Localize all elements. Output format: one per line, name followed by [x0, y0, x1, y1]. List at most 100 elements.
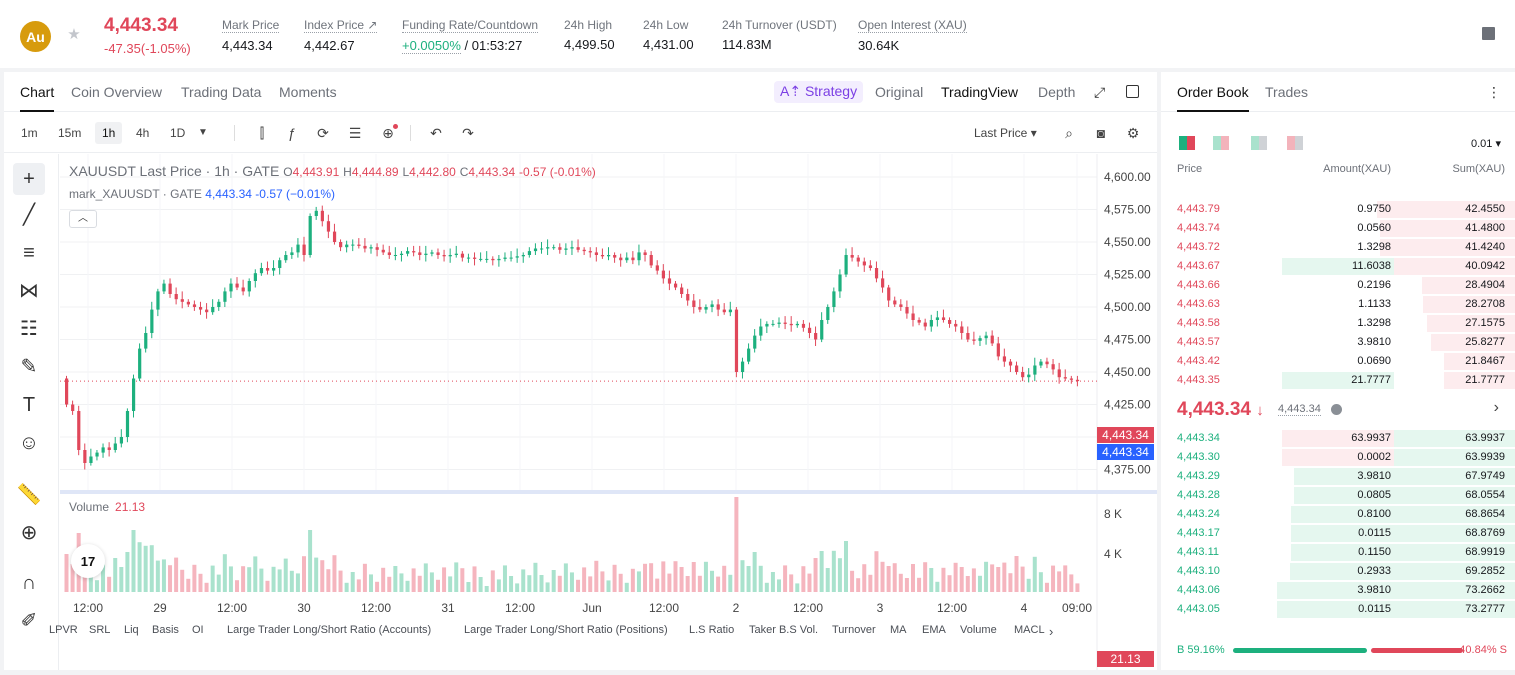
emoji-icon[interactable]: ☺ [18, 432, 40, 454]
ask-row[interactable]: 4,443.58 1.3298 27.1575 [1161, 314, 1515, 333]
bid-row[interactable]: 4,443.11 0.1150 68.9919 [1161, 543, 1515, 562]
ask-row[interactable]: 4,443.74 0.0560 41.4800 [1161, 219, 1515, 238]
more-menu-icon[interactable]: ⋮ [1487, 84, 1501, 100]
volume-bar [235, 580, 240, 592]
ask-row[interactable]: 4,443.67 11.6038 40.0942 [1161, 257, 1515, 276]
brush-icon[interactable]: ✎ [20, 356, 38, 378]
tab-trading-data[interactable]: Trading Data [181, 84, 262, 100]
pencil-icon[interactable]: ✐ [20, 610, 38, 632]
chart-area[interactable]: 4,600.00 4,575.00 4,550.00 4,525.00 4,500.00… [60, 154, 1157, 670]
strategy-button[interactable]: A⇡ Strategy [774, 81, 864, 103]
timeframe-1h[interactable]: 1h [95, 122, 123, 144]
add-indicator-icon[interactable]: ⊕ [382, 125, 394, 141]
view-bids-asks-icon[interactable] [1213, 136, 1229, 150]
settings-gear-icon[interactable]: ⚙ [1126, 125, 1140, 141]
candle-body [399, 253, 404, 255]
bid-row[interactable]: 4,443.34 63.9937 63.9937 [1161, 429, 1515, 448]
trendline-icon[interactable]: ╱ [22, 204, 36, 226]
indicator-oi[interactable]: OI [192, 624, 204, 636]
tab-chart[interactable]: Chart [20, 84, 55, 112]
tab-tradingview[interactable]: TradingView [941, 84, 1019, 100]
text-tool-icon[interactable]: T [22, 394, 36, 416]
indicator-ma[interactable]: MA [890, 624, 907, 636]
search-icon[interactable]: ⌕ [1065, 125, 1073, 141]
indicator-ema[interactable]: EMA [922, 624, 946, 636]
favorite-star-icon[interactable]: ★ [67, 26, 81, 43]
bid-row[interactable]: 4,443.28 0.0805 68.0554 [1161, 486, 1515, 505]
refresh-icon[interactable]: ⟳ [317, 125, 329, 141]
view-bids-icon[interactable] [1251, 136, 1267, 150]
bid-row[interactable]: 4,443.30 0.0002 63.9939 [1161, 448, 1515, 467]
bid-row[interactable]: 4,443.06 3.9810 73.2662 [1161, 581, 1515, 600]
precision-select[interactable]: 0.01 ▾ [1471, 138, 1501, 150]
bid-row[interactable]: 4,443.17 0.0115 68.8769 [1161, 524, 1515, 543]
redo-icon[interactable]: ↷ [462, 125, 474, 141]
tab-order-book[interactable]: Order Book [1177, 84, 1249, 112]
ask-row[interactable]: 4,443.63 1.1133 28.2708 [1161, 295, 1515, 314]
indicator-lpvr[interactable]: LPVR [49, 624, 78, 636]
fib-icon[interactable]: ☷ [20, 318, 38, 340]
magnet-icon[interactable]: ∩ [21, 572, 37, 594]
price-type-select[interactable]: Last Price ▾ [974, 126, 1037, 140]
bid-row[interactable]: 4,443.29 3.9810 67.9749 [1161, 467, 1515, 486]
timeframe-dropdown-icon[interactable]: ▼ [198, 127, 208, 138]
candlestick-chart[interactable]: 4,600.00 4,575.00 4,550.00 4,525.00 4,500.00… [60, 154, 1157, 670]
indicator-macd[interactable]: MACL [1014, 624, 1045, 636]
camera-icon[interactable]: ◙ [1096, 125, 1106, 141]
ruler-icon[interactable]: 📏 [16, 484, 42, 506]
candle-type-icon[interactable]: ⫿ [259, 125, 265, 141]
chevron-right-icon[interactable]: › [1493, 399, 1499, 416]
tradingview-logo-icon[interactable]: 17 [71, 544, 105, 578]
indicator-ls-ratio[interactable]: L.S Ratio [689, 624, 735, 636]
book-icon[interactable] [1482, 27, 1495, 40]
indicator-liq[interactable]: Liq [124, 624, 139, 636]
volume-bar [490, 570, 495, 592]
volume-bar [1038, 572, 1043, 592]
window-icon[interactable] [1126, 85, 1139, 98]
ask-row[interactable]: 4,443.66 0.2196 28.4904 [1161, 276, 1515, 295]
timeframe-1d[interactable]: 1D [170, 126, 186, 140]
stat-index-price[interactable]: Index Price ↗ 4,442.67 [304, 18, 378, 53]
ask-row[interactable]: 4,443.79 0.9750 42.4550 [1161, 200, 1515, 219]
crosshair-icon[interactable]: + [13, 163, 45, 195]
ask-row[interactable]: 4,443.42 0.0690 21.8467 [1161, 352, 1515, 371]
candle-body [771, 323, 775, 325]
timeframe-15m[interactable]: 15m [58, 126, 82, 140]
chevron-right-icon[interactable]: › [1049, 624, 1054, 639]
tab-trades[interactable]: Trades [1265, 84, 1309, 100]
zoom-in-icon[interactable]: ⊕ [20, 522, 38, 544]
tab-moments[interactable]: Moments [279, 84, 337, 100]
view-asks-icon[interactable] [1287, 136, 1303, 150]
volume-bar [600, 571, 605, 592]
tab-original[interactable]: Original [875, 84, 924, 100]
ask-row[interactable]: 4,443.35 21.7777 21.7777 [1161, 371, 1515, 390]
tab-coin-overview[interactable]: Coin Overview [71, 84, 163, 100]
timeframe-1m[interactable]: 1m [21, 126, 38, 140]
candle-body [978, 338, 982, 341]
indicator-lt-positions[interactable]: Large Trader Long/Short Ratio (Positions… [464, 624, 668, 636]
horizontal-lines-icon[interactable]: ≡ [23, 242, 35, 264]
ask-row[interactable]: 4,443.72 1.3298 41.4240 [1161, 238, 1515, 257]
view-both-icon[interactable] [1179, 136, 1195, 150]
timeframe-4h[interactable]: 4h [136, 126, 150, 140]
fullscreen-icon[interactable]: ⤢ [1094, 84, 1106, 100]
ask-row[interactable]: 4,443.57 3.9810 25.8277 [1161, 333, 1515, 352]
pattern-icon[interactable]: ⋈ [19, 280, 39, 302]
indicator-turnover[interactable]: Turnover [832, 624, 876, 636]
bid-row[interactable]: 4,443.24 0.8100 68.8654 [1161, 505, 1515, 524]
indicators-icon[interactable]: ƒ [288, 125, 296, 141]
indicator-lt-accounts[interactable]: Large Trader Long/Short Ratio (Accounts) [227, 624, 432, 636]
bid-row[interactable]: 4,443.05 0.0115 73.2777 [1161, 600, 1515, 619]
volume-bar [703, 561, 708, 592]
collapse-legend-button[interactable]: ︿ [69, 210, 97, 228]
indicator-srl[interactable]: SRL [89, 624, 111, 636]
undo-icon[interactable]: ↶ [430, 125, 442, 141]
indicator-volume[interactable]: Volume [960, 624, 997, 636]
tab-depth[interactable]: Depth [1038, 84, 1076, 100]
indicator-taker-vol[interactable]: Taker B.S Vol. [749, 624, 819, 636]
volume-bar [344, 582, 349, 592]
bid-row[interactable]: 4,443.10 0.2933 69.2852 [1161, 562, 1515, 581]
indicator-basis[interactable]: Basis [152, 624, 179, 636]
candle-body [600, 255, 605, 257]
template-icon[interactable]: ☰ [348, 125, 362, 141]
